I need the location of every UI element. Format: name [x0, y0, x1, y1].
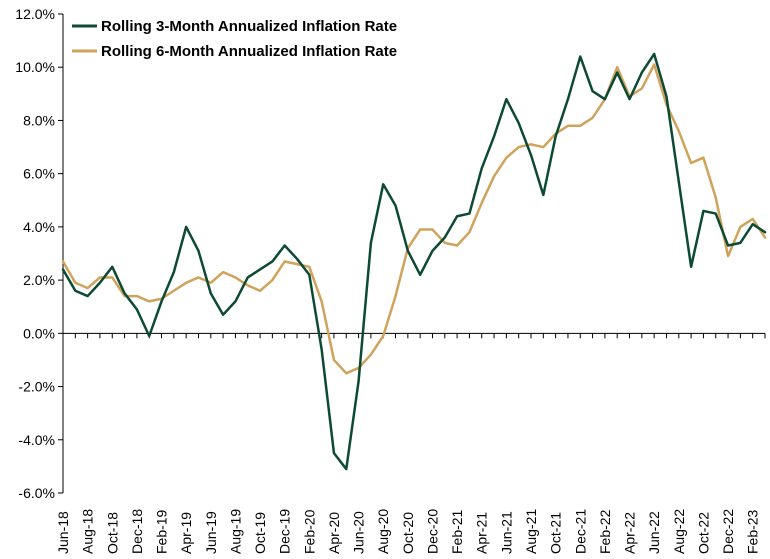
x-tick-label: Feb-23 [745, 509, 761, 554]
y-axis: -6.0% -4.0% -2.0% 0.0% 2.0% 4.0% 6.0% 8.0% 10.0%… [15, 6, 64, 501]
x-tick-label: Oct-19 [252, 512, 268, 554]
x-tick-label: Oct-20 [400, 512, 416, 554]
x-tick-label: Aug-20 [375, 509, 391, 554]
y-tick-label: 10.0% [15, 59, 55, 75]
x-tick-label: Dec-19 [277, 509, 293, 554]
y-tick-label: -4.0% [18, 432, 55, 448]
y-tick-label: -2.0% [18, 379, 55, 395]
x-tick-label: Oct-18 [104, 512, 120, 554]
legend: Rolling 3-Month Annualized Inflation Rat… [72, 18, 397, 60]
legend-label-6-month: Rolling 6-Month Annualized Inflation Rat… [101, 43, 397, 60]
x-tick-label: Oct-22 [695, 512, 711, 554]
y-tick-label: -6.0% [18, 485, 55, 501]
x-tick-label: Dec-21 [572, 509, 588, 554]
y-tick-label: 8.0% [23, 112, 55, 128]
x-tick-label: Aug-18 [80, 509, 96, 554]
x-tick-label: Aug-22 [671, 509, 687, 554]
x-tick-label: Feb-19 [154, 509, 170, 554]
x-tick-label: Jun-19 [203, 511, 219, 554]
y-tick-label: 2.0% [23, 272, 55, 288]
x-tick-label: Aug-21 [523, 509, 539, 554]
x-tick-label: Apr-19 [178, 512, 194, 554]
series-line-6-month [61, 63, 767, 375]
x-tick-label: Apr-22 [622, 512, 638, 554]
y-tick-label: 4.0% [23, 219, 55, 235]
series-group [61, 52, 767, 471]
x-tick-label: Apr-20 [326, 512, 342, 554]
x-tick-label: Feb-22 [597, 509, 613, 554]
x-tick-label: Apr-21 [474, 512, 490, 554]
x-tick-label: Oct-21 [548, 512, 564, 554]
series-line-3-month [61, 52, 767, 471]
x-tick-label: Dec-20 [424, 509, 440, 554]
x-axis: Jun-18 Aug-18 Oct-18 Dec-18 Feb-19 Apr-19 Jun-… [55, 332, 766, 554]
x-tick-label: Feb-20 [301, 509, 317, 554]
y-tick-label: 6.0% [23, 166, 55, 182]
legend-label-3-month: Rolling 3-Month Annualized Inflation Rat… [101, 18, 397, 35]
x-tick-label: Dec-22 [720, 509, 736, 554]
x-tick-label: Dec-18 [129, 509, 145, 554]
x-tick-label: Aug-19 [227, 509, 243, 554]
y-tick-label: 12.0% [15, 6, 55, 22]
x-tick-label: Jun-22 [646, 511, 662, 554]
y-tick-label: 0.0% [23, 325, 55, 341]
x-tick-label: Feb-21 [449, 509, 465, 554]
x-tick-label: Jun-21 [498, 511, 514, 554]
x-tick-label: Jun-20 [351, 511, 367, 554]
x-tick-label: Jun-18 [55, 511, 71, 554]
